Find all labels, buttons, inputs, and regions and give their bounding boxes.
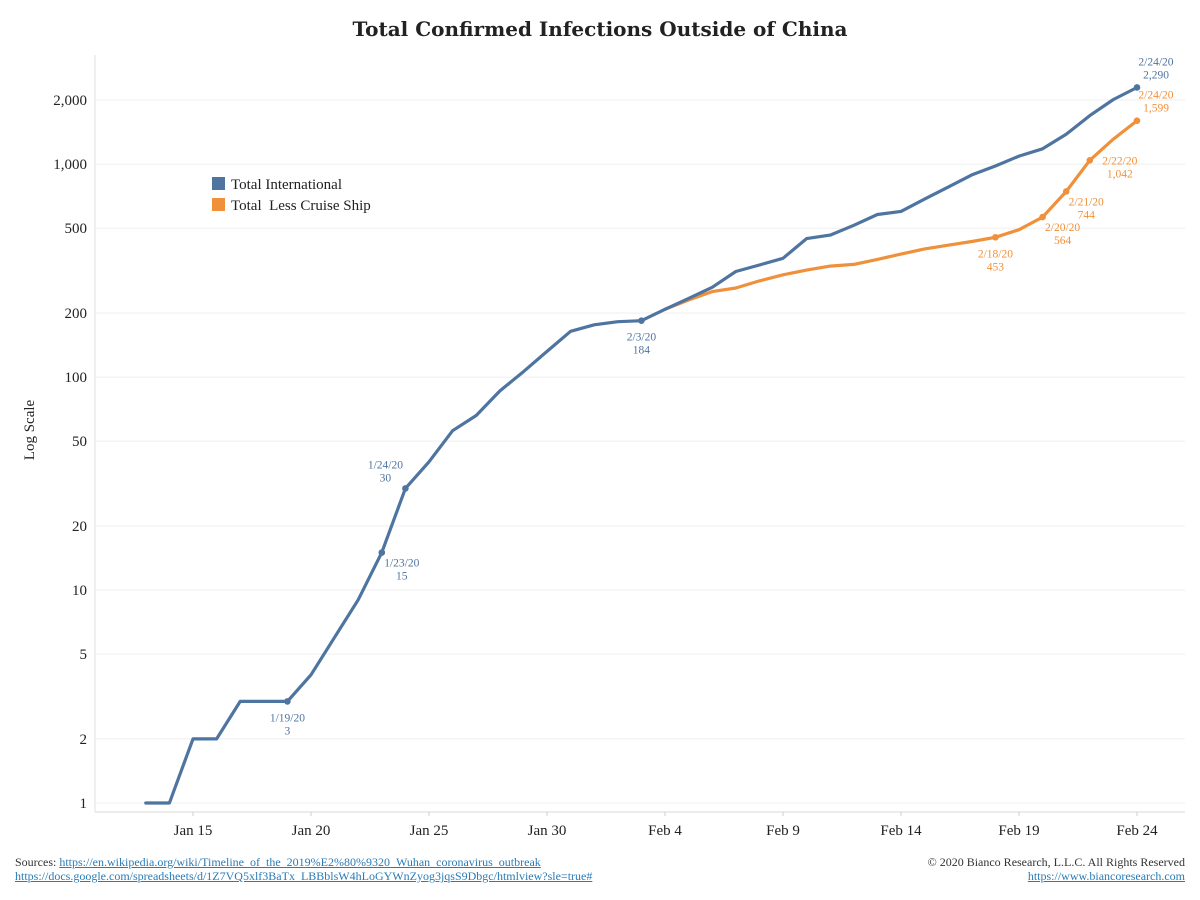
copyright-block: © 2020 Bianco Research, L.L.C. All Right…: [928, 855, 1185, 883]
annotation-marker: [992, 234, 999, 241]
annotation-value: 1,599: [1143, 103, 1169, 115]
annotation-date: 2/24/20: [1138, 56, 1173, 68]
annotation-value: 564: [1054, 235, 1072, 247]
annotation-marker: [1086, 157, 1094, 164]
annotation-value: 30: [380, 472, 392, 484]
annotation-marker: [1039, 213, 1046, 221]
annotation-marker: [1133, 84, 1141, 91]
y-tick-label: 100: [65, 370, 88, 386]
annotation-date: 2/18/20: [978, 248, 1013, 260]
x-tick-label: Feb 9: [766, 823, 800, 839]
y-tick-label: 500: [65, 221, 88, 237]
y-tick-label: 2: [80, 732, 88, 748]
annotation-marker: [378, 549, 386, 556]
axes: 1 2 5 10 20 50 100 200 500 1,000 2,000 Jan 15 Jan 20…: [53, 55, 1185, 839]
chart-title: Total Confirmed Infections Outside of Ch…: [353, 17, 848, 41]
series-line-total-international: [144, 85, 1139, 805]
x-tick-label: Jan 15: [174, 823, 213, 839]
x-tick-label: Feb 4: [648, 823, 682, 839]
x-tick-label: Jan 20: [292, 823, 331, 839]
x-tick-label: Feb 24: [1116, 823, 1158, 839]
annotation-date: 1/23/20: [384, 558, 419, 570]
series-line-less-cruise-ship: [663, 119, 1139, 311]
annotation-value: 2,290: [1143, 69, 1169, 81]
x-tick-label: Jan 30: [528, 823, 567, 839]
y-tick-label: 1,000: [53, 157, 87, 173]
annotation-date: 1/24/20: [368, 459, 403, 471]
x-tick-label: Feb 19: [998, 823, 1039, 839]
sources: Sources: https://en.wikipedia.org/wiki/T…: [15, 855, 592, 883]
source-link-wikipedia[interactable]: https://en.wikipedia.org/wiki/Timeline_o…: [59, 855, 541, 869]
annotation-value: 184: [633, 345, 651, 357]
annotation-date: 2/20/20: [1045, 222, 1080, 234]
annotation-value: 3: [285, 725, 291, 737]
y-tick-label: 1: [80, 796, 88, 812]
annotation-marker: [1133, 117, 1141, 124]
annotation-value: 15: [396, 571, 408, 583]
y-tick-label: 5: [80, 647, 88, 663]
y-tick-label: 200: [65, 306, 88, 322]
annotation-date: 2/3/20: [627, 332, 657, 344]
annotation-marker: [402, 485, 409, 492]
website-link[interactable]: https://www.biancoresearch.com: [1027, 869, 1185, 883]
annotation-date: 1/19/20: [270, 712, 305, 724]
annotation-marker: [284, 698, 291, 705]
series: [144, 85, 1139, 805]
legend-label-total-international: Total International: [231, 177, 342, 193]
annotation-value: 453: [987, 261, 1005, 273]
legend-swatch-total-international: [212, 177, 225, 190]
x-tick-label: Jan 25: [410, 823, 449, 839]
y-tick-label: 2,000: [53, 93, 87, 109]
annotation-value: 1,042: [1107, 168, 1133, 180]
x-tick-label: Feb 14: [880, 823, 922, 839]
y-tick-label: 20: [72, 519, 87, 535]
annotation-date: 2/21/20: [1069, 196, 1104, 208]
annotation-date: 2/22/20: [1102, 155, 1137, 167]
legend: Total International Total Less Cruise Sh…: [212, 177, 371, 214]
annotation-marker: [638, 317, 645, 324]
legend-swatch-less-cruise-ship: [212, 198, 225, 211]
y-tick-label: 10: [72, 583, 87, 599]
legend-label-less-cruise-ship: Total Less Cruise Ship: [231, 198, 371, 214]
annotation-date: 2/24/20: [1138, 90, 1173, 102]
copyright: © 2020 Bianco Research, L.L.C. All Right…: [927, 855, 1185, 869]
y-tick-label: 50: [72, 434, 87, 450]
annotation-marker: [1062, 188, 1070, 195]
sources-label: Sources:: [15, 855, 57, 869]
annotation-value: 744: [1078, 209, 1096, 221]
y-axis-label: Log Scale: [22, 399, 38, 460]
source-link-google-sheets[interactable]: https://docs.google.com/spreadsheets/d/1…: [15, 869, 593, 883]
